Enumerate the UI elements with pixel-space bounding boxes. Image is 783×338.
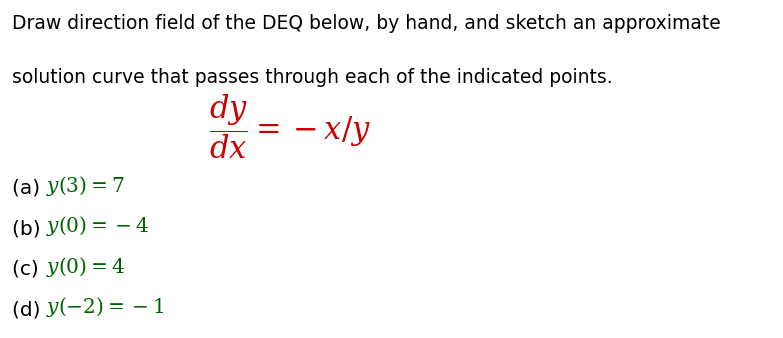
Text: $y(3) = 7$: $y(3) = 7$ [46,174,124,198]
Text: Draw direction field of the DEQ below, by hand, and sketch an approximate: Draw direction field of the DEQ below, b… [12,14,720,32]
Text: (c): (c) [12,260,45,279]
Text: (b): (b) [12,219,47,238]
Text: (a): (a) [12,179,46,198]
Text: (d): (d) [12,300,47,319]
Text: $\dfrac{dy}{dx} = -x/y$: $\dfrac{dy}{dx} = -x/y$ [209,93,370,161]
Text: $y(0) = 4$: $y(0) = 4$ [46,255,125,279]
Text: $y(-2) = -1$: $y(-2) = -1$ [46,295,164,319]
Text: $y(0) = -4$: $y(0) = -4$ [46,214,150,238]
Text: solution curve that passes through each of the indicated points.: solution curve that passes through each … [12,68,612,87]
